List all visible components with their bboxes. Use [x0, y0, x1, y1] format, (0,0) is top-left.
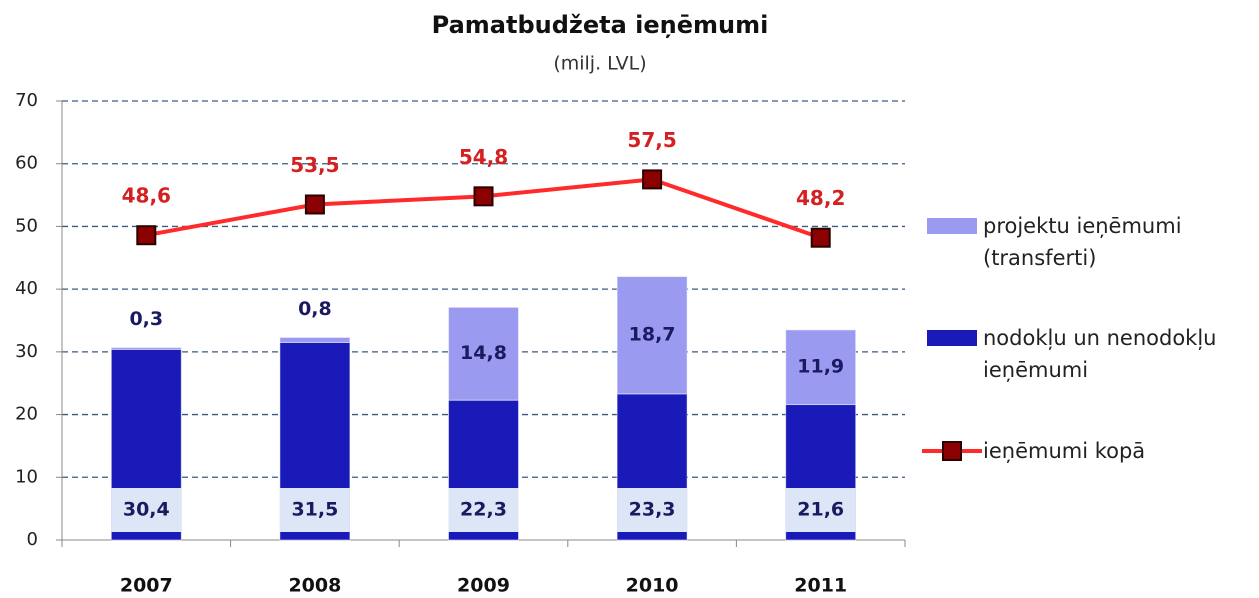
y-tick-label: 10 — [15, 466, 38, 487]
value-label: 23,3 — [629, 499, 676, 521]
x-tick-label: 2010 — [626, 575, 679, 597]
value-label: 21,6 — [797, 499, 844, 521]
marker — [810, 227, 831, 248]
y-tick-label: 50 — [15, 215, 38, 236]
legend-label: ieņēmumi kopā — [983, 439, 1146, 463]
value-label: 0,3 — [129, 308, 163, 330]
value-label: 48,2 — [796, 186, 845, 210]
bar — [110, 346, 182, 350]
value-label: 30,4 — [123, 499, 170, 521]
y-tick-label: 70 — [15, 90, 38, 111]
label-box — [111, 488, 182, 532]
legend-label: projektu ieņēmumi (transferti) — [983, 214, 1182, 270]
bar — [616, 276, 688, 395]
y-tick-label: 0 — [27, 529, 38, 550]
x-tick-label: 2007 — [120, 575, 173, 597]
legend-marker — [942, 441, 962, 461]
legend-swatch — [927, 330, 977, 346]
legend-swatch — [927, 218, 977, 234]
legend-label: nodokļu un nenodokļu ieņēmumi — [983, 326, 1217, 382]
chart-title: Pamatbudžeta ieņēmumi — [432, 11, 769, 39]
value-label: 53,5 — [290, 153, 339, 177]
bar — [448, 306, 519, 401]
value-label: 57,5 — [627, 128, 676, 152]
marker — [136, 225, 157, 246]
chart-subtitle: (milj. LVL) — [553, 53, 646, 75]
x-tick-label: 2008 — [288, 575, 341, 597]
value-label: 14,8 — [460, 342, 507, 364]
value-label: 54,8 — [459, 145, 508, 169]
y-tick-label: 20 — [15, 404, 38, 425]
marker — [473, 186, 494, 207]
bar — [279, 336, 351, 343]
y-tick-label: 60 — [15, 153, 38, 174]
marker — [304, 194, 325, 215]
x-tick-label: 2009 — [457, 575, 510, 597]
value-label: 11,9 — [797, 356, 844, 378]
y-tick-label: 40 — [15, 278, 38, 299]
value-label: 18,7 — [629, 324, 676, 346]
value-label: 0,8 — [298, 298, 332, 320]
value-label: 48,6 — [122, 184, 171, 208]
value-label: 22,3 — [460, 499, 507, 521]
marker — [642, 169, 663, 190]
x-tick-label: 2011 — [794, 575, 847, 597]
value-label: 31,5 — [291, 499, 338, 521]
label-box — [785, 488, 856, 532]
label-box — [448, 488, 519, 532]
y-tick-label: 30 — [15, 341, 38, 362]
label-box — [617, 488, 688, 532]
bar — [785, 329, 857, 406]
label-box — [279, 488, 350, 532]
